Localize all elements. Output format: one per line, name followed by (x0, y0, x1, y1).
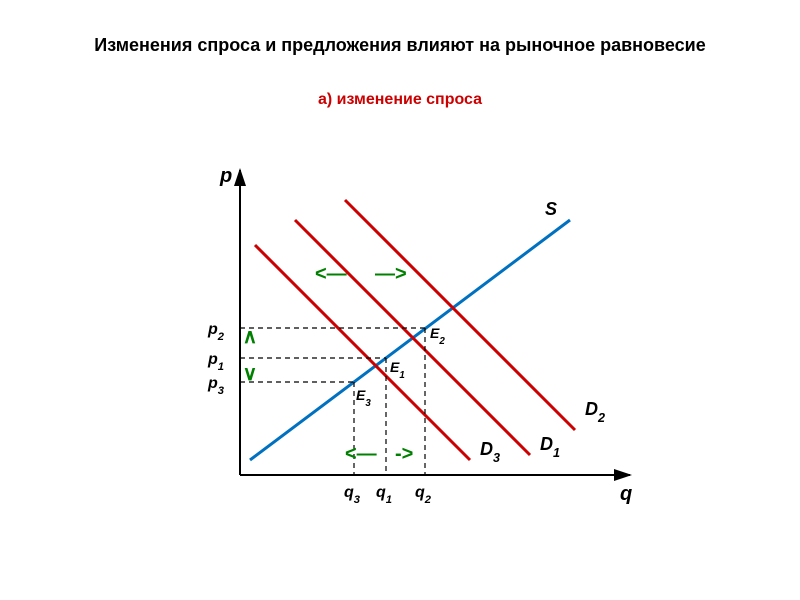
demand-shift-chart: q p S D3 D1 D2 E3 E1 E2 p2 p1p3 q3 q1 q2 <— —> <— -> ∧ ∨ (140, 160, 660, 520)
demand-label-D3: D3 (480, 439, 500, 465)
demand-label-D2: D2 (585, 399, 605, 425)
chart-svg: q p S D3 D1 D2 E3 E1 E2 p2 p1p3 q3 q1 q2 <— —> <— -> ∧ ∨ (140, 160, 660, 520)
eq-label-E1: E1 (390, 359, 405, 381)
p-tick-p3: p3 (207, 375, 225, 397)
shift-arrow-h-1: —> (375, 263, 407, 285)
y-axis-label: p (219, 165, 232, 187)
subtitle: а) изменение спроса (0, 91, 800, 109)
supply-label: S (545, 199, 557, 219)
shift-arrow-h-3: -> (395, 443, 413, 465)
q-tick-q3: q3 (344, 484, 361, 506)
shift-arrow-up: ∧ (243, 326, 258, 348)
demand-line-D3 (255, 245, 470, 460)
p-tick-p1: p1 (207, 351, 224, 373)
shift-arrow-h-0: <— (315, 263, 347, 285)
p-tick-p2: p2 (207, 321, 225, 343)
supply-line (250, 220, 570, 460)
eq-label-E2: E2 (430, 325, 445, 347)
eq-label-E3: E3 (356, 387, 371, 409)
demand-line-D1 (295, 220, 530, 455)
x-axis-label: q (620, 483, 632, 505)
shift-arrow-down: ∨ (243, 363, 258, 385)
demand-label-D1: D1 (540, 434, 560, 460)
demand-line-D2 (345, 200, 575, 430)
page-title: Изменения спроса и предложения влияют на… (0, 0, 800, 56)
shift-arrow-h-2: <— (345, 443, 377, 465)
q-tick-q1: q1 (376, 484, 392, 506)
q-tick-q2: q2 (415, 484, 432, 506)
